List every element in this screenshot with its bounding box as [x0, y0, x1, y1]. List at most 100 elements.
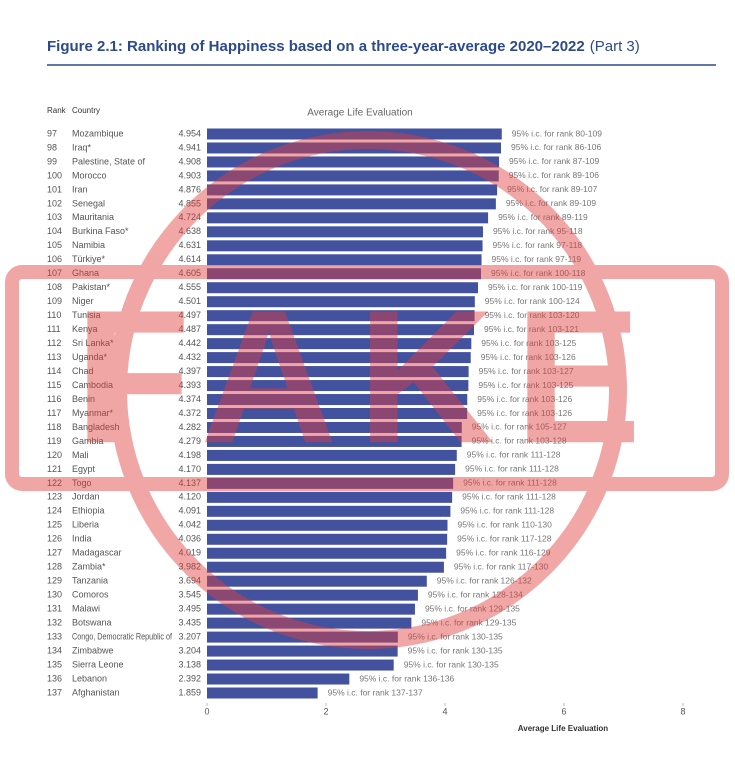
value-label: 4.605 — [178, 268, 201, 278]
ci-label: 95% i.c. for rank 89-119 — [498, 212, 588, 222]
bar — [207, 254, 482, 266]
rank: 102 — [47, 198, 62, 208]
rank: 127 — [47, 548, 62, 558]
rank: 98 — [47, 142, 57, 152]
ci-label: 95% i.c. for rank 100-119 — [488, 282, 583, 292]
rank: 126 — [47, 534, 62, 544]
bar — [207, 435, 462, 447]
country: Tunisia — [72, 310, 101, 320]
ci-label: 95% i.c. for rank 100-124 — [485, 296, 580, 306]
stamp-band — [5, 265, 729, 491]
value-label: 4.374 — [178, 394, 201, 404]
rank: 112 — [47, 338, 61, 348]
rank: 101 — [47, 184, 62, 194]
rank: 134 — [47, 645, 62, 655]
country: Lebanon — [72, 673, 107, 683]
country: Togo — [72, 478, 92, 488]
value-label: 3.694 — [178, 576, 201, 586]
rank: 107 — [47, 268, 62, 278]
bar — [207, 631, 398, 643]
value-label: 4.091 — [178, 506, 201, 516]
bar — [207, 380, 469, 392]
bar — [207, 449, 457, 461]
bar — [207, 184, 498, 196]
value-label: 4.170 — [178, 464, 201, 474]
rank: 114 — [47, 366, 61, 376]
value-label: 4.137 — [178, 478, 201, 488]
ci-label: 95% i.c. for rank 103-121 — [484, 324, 579, 334]
ci-label: 95% i.c. for rank 130-135 — [408, 631, 503, 641]
value-label: 4.019 — [178, 548, 201, 558]
bar — [207, 463, 456, 475]
country: Liberia — [72, 520, 99, 530]
ci-label: 95% i.c. for rank 103-125 — [478, 380, 573, 390]
ci-label: 95% i.c. for rank 137-137 — [328, 687, 423, 697]
bar — [207, 338, 472, 350]
value-label: 4.432 — [178, 352, 201, 362]
country: Iran — [72, 184, 88, 194]
ci-label: 95% i.c. for rank 100-118 — [491, 268, 586, 278]
bar — [207, 477, 454, 489]
value-label: 3.138 — [178, 659, 201, 669]
country: Jordan — [72, 492, 100, 502]
ci-label: 95% i.c. for rank 97-119 — [492, 254, 582, 264]
value-label: 4.941 — [178, 142, 201, 152]
ci-label: 95% i.c. for rank 89-109 — [506, 198, 597, 208]
country: Mali — [72, 450, 89, 460]
x-tick-label: 6 — [561, 706, 566, 716]
country: Sri Lanka* — [72, 338, 114, 348]
bar — [207, 156, 500, 168]
bar — [207, 673, 350, 685]
ci-label: 95% i.c. for rank 116-129 — [456, 548, 551, 558]
chart-title: Figure 2.1: Ranking of Happiness based o… — [47, 38, 585, 55]
country: Kenya — [72, 324, 98, 334]
bar — [207, 366, 469, 378]
bar — [207, 617, 412, 629]
bar — [207, 128, 502, 140]
rank: 115 — [47, 380, 61, 390]
ci-label: 95% i.c. for rank 111-128 — [460, 506, 554, 516]
ci-label: 95% i.c. for rank 111-128 — [463, 478, 557, 488]
country: Türkiye* — [72, 254, 106, 264]
ci-label: 95% i.c. for rank 129-135 — [425, 603, 520, 613]
value-label: 4.908 — [178, 156, 201, 166]
bar — [207, 352, 471, 364]
rank: 132 — [47, 618, 62, 628]
bar — [207, 198, 496, 210]
rank: 130 — [47, 590, 62, 600]
value-label: 4.638 — [178, 226, 201, 236]
top-axis-title: Average Life Evaluation — [307, 108, 412, 119]
value-label: 3.207 — [178, 631, 201, 641]
bar — [207, 533, 448, 545]
bar — [207, 268, 481, 280]
rank: 103 — [47, 212, 62, 222]
ci-label: 95% i.c. for rank 117-130 — [454, 561, 549, 571]
country: Niger — [72, 296, 94, 306]
rank: 111 — [47, 324, 61, 334]
stamp-ring — [109, 131, 627, 649]
ci-label: 95% i.c. for rank 97-118 — [493, 240, 583, 250]
x-tick-label: 0 — [204, 706, 209, 716]
country: Gambia — [72, 436, 104, 446]
ci-label: 95% i.c. for rank 95-118 — [493, 226, 583, 236]
rank: 123 — [47, 492, 62, 502]
ci-label: 95% i.c. for rank 103-126 — [477, 394, 572, 404]
ci-label: 95% i.c. for rank 103-126 — [481, 352, 576, 362]
value-label: 4.555 — [178, 282, 201, 292]
value-label: 4.120 — [178, 492, 201, 502]
value-label: 4.372 — [178, 408, 201, 418]
ci-label: 95% i.c. for rank 117-128 — [457, 534, 552, 544]
ci-label: 95% i.c. for rank 89-107 — [507, 184, 598, 194]
ci-label: 95% i.c. for rank 130-135 — [408, 645, 503, 655]
country: Chad — [72, 366, 94, 376]
bar — [207, 491, 453, 503]
ci-label: 95% i.c. for rank 89-106 — [509, 170, 600, 180]
x-tick-label: 4 — [442, 706, 447, 716]
country: India — [72, 534, 92, 544]
ci-label: 95% i.c. for rank 103-120 — [485, 310, 580, 320]
rank: 99 — [47, 156, 57, 166]
ci-label: 95% i.c. for rank 80-109 — [512, 128, 603, 138]
bar — [207, 519, 448, 531]
